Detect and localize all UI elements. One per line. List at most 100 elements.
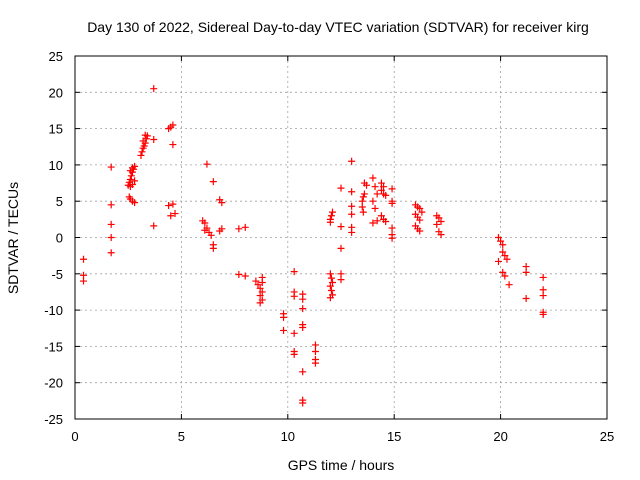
data-point <box>171 210 179 218</box>
data-point <box>418 208 426 216</box>
data-point <box>327 212 335 220</box>
data-point <box>371 183 379 191</box>
data-point <box>169 200 177 208</box>
chart-title: Day 130 of 2022, Sidereal Day-to-day VTE… <box>87 19 589 35</box>
y-tick-label: 0 <box>56 231 63 246</box>
data-point <box>203 160 211 168</box>
data-point <box>369 219 377 227</box>
data-point <box>128 181 136 189</box>
data-point <box>348 210 356 218</box>
data-point <box>280 313 288 321</box>
data-point <box>382 218 390 226</box>
data-point <box>165 202 173 210</box>
data-point <box>169 141 177 149</box>
tick-layer: 0 5 10 15 20 25 -25 -20 -15 -10 -5 0 5 10 15 20 25 <box>44 49 614 444</box>
data-point <box>326 282 334 290</box>
data-point <box>107 249 115 257</box>
data-point <box>348 202 356 210</box>
data-point <box>107 163 115 171</box>
data-point <box>299 295 307 303</box>
data-point <box>326 270 334 278</box>
data-point <box>377 186 385 194</box>
data-point <box>494 257 502 265</box>
data-point <box>201 226 209 234</box>
y-tick-label: 20 <box>49 85 63 100</box>
data-point <box>539 292 547 300</box>
x-tick-label: 25 <box>600 429 614 444</box>
data-point <box>256 284 264 292</box>
data-point <box>337 244 345 252</box>
data-point <box>337 223 345 231</box>
y-tick-label: -5 <box>51 267 63 282</box>
data-point <box>311 341 319 349</box>
data-point <box>501 272 509 280</box>
y-tick-label: -20 <box>44 376 63 391</box>
data-point <box>150 135 158 143</box>
data-point <box>522 268 530 276</box>
data-point <box>416 204 424 212</box>
data-point <box>348 228 356 236</box>
data-point <box>435 214 443 222</box>
data-point <box>360 190 368 198</box>
data-point <box>258 288 266 296</box>
data-point <box>299 368 307 376</box>
data-point <box>299 399 307 407</box>
y-tick-label: 10 <box>49 158 63 173</box>
data-point <box>207 231 215 239</box>
y-tick-label: 5 <box>56 194 63 209</box>
data-point <box>256 292 264 300</box>
y-tick-label: -10 <box>44 303 63 318</box>
data-point <box>290 350 298 358</box>
data-point <box>328 208 336 216</box>
points-layer <box>80 85 547 407</box>
plot-frame <box>74 55 608 420</box>
data-point <box>369 174 377 182</box>
data-point <box>505 281 513 289</box>
data-point <box>290 329 298 337</box>
x-tick-label: 20 <box>493 429 507 444</box>
data-point <box>290 268 298 276</box>
y-tick-label: 25 <box>49 49 63 64</box>
data-point <box>80 255 88 263</box>
x-tick-label: 0 <box>71 429 78 444</box>
data-point <box>107 234 115 241</box>
data-point <box>522 294 530 302</box>
y-tick-label: 15 <box>49 122 63 137</box>
data-point <box>539 310 547 318</box>
data-point <box>139 137 147 145</box>
data-point <box>539 273 547 281</box>
data-point <box>499 241 507 249</box>
data-point <box>80 277 88 285</box>
data-point <box>437 231 445 239</box>
data-point <box>437 218 445 226</box>
data-point <box>328 279 336 287</box>
data-point <box>150 222 158 230</box>
data-point <box>216 227 224 235</box>
data-point <box>377 212 385 220</box>
data-point <box>167 212 175 220</box>
y-tick-label: -25 <box>44 412 63 427</box>
data-point <box>137 151 145 159</box>
x-tick-label: 15 <box>387 429 401 444</box>
data-point <box>209 244 217 252</box>
data-point <box>169 121 177 129</box>
data-point <box>499 248 507 256</box>
data-point <box>131 177 139 185</box>
data-point <box>326 294 334 302</box>
data-point <box>388 199 396 207</box>
data-point <box>369 197 377 205</box>
data-point <box>358 203 366 211</box>
data-point <box>254 281 262 289</box>
data-point <box>494 234 502 241</box>
y-tick-label: -15 <box>44 339 63 354</box>
data-point <box>150 85 158 93</box>
data-point <box>218 199 226 207</box>
data-point <box>290 292 298 300</box>
data-point <box>107 220 115 228</box>
y-axis-label: SDTVAR / TECUs <box>5 182 21 294</box>
data-point <box>299 324 307 332</box>
data-point <box>280 326 288 334</box>
data-point <box>363 181 371 189</box>
